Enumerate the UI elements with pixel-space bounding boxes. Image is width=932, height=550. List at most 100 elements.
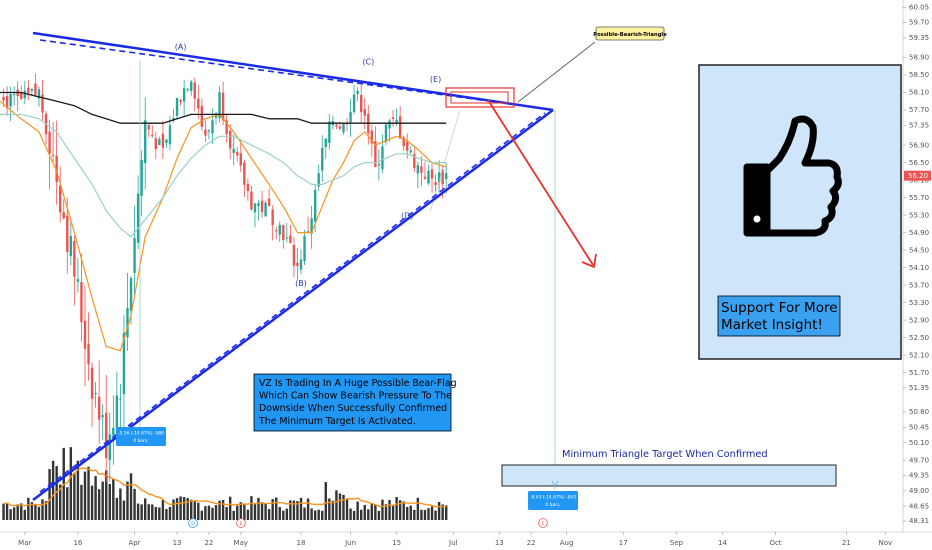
- candles-layer: [2, 73, 448, 483]
- candle: [158, 139, 161, 146]
- thumbs-up-icon: [743, 115, 842, 237]
- measure-left-text: -5.56 (-14.67%) -986: [118, 431, 164, 437]
- candle: [193, 82, 196, 99]
- volume-bar: [289, 500, 292, 520]
- volume-bar: [275, 497, 278, 520]
- y-tick-label: 48.31: [909, 517, 929, 525]
- target-arrow: [551, 480, 559, 487]
- volume-bar: [172, 499, 175, 520]
- y-tick-label: 53.70: [909, 281, 929, 289]
- description-line: Which Can Show Bearish Pressure To The: [259, 391, 452, 402]
- candle: [243, 162, 246, 185]
- candle: [12, 94, 16, 96]
- y-tick-label: 58.10: [909, 89, 929, 97]
- volume-bar: [434, 510, 437, 520]
- volume-bar: [37, 506, 41, 520]
- x-tick-label: 21: [842, 539, 851, 547]
- candle: [441, 169, 444, 185]
- y-tick-label: 54.90: [909, 229, 929, 237]
- volume-bar: [87, 466, 90, 520]
- y-tick-label: 52.10: [909, 351, 929, 359]
- volume-bar: [444, 505, 448, 520]
- volume-bar: [147, 504, 150, 520]
- moving-average-line: [0, 113, 447, 238]
- callout-box: [595, 26, 665, 41]
- candle: [69, 235, 73, 257]
- y-tick-label: 54.50: [909, 246, 929, 254]
- x-tick-label: Sep: [670, 539, 684, 547]
- time-marker-circle: [236, 518, 246, 528]
- volume-bar: [197, 502, 200, 520]
- wave-label: (B): [295, 279, 307, 288]
- volume-bar: [271, 499, 274, 520]
- volume-bar: [416, 497, 420, 520]
- y-tick-label: 50.10: [909, 439, 929, 447]
- volume-bar: [260, 502, 264, 520]
- candle: [313, 189, 317, 222]
- volume-bar: [363, 504, 366, 520]
- y-tick-label: 49.70: [909, 456, 929, 464]
- candle: [55, 155, 58, 183]
- volume-bar: [27, 497, 30, 520]
- target-label: Minimum Triangle Target When Confirmed: [562, 449, 768, 460]
- y-tick-label: 52.50: [909, 334, 929, 342]
- candle: [416, 165, 420, 174]
- y-tick-label: 50.45: [909, 424, 929, 432]
- time-marker-label: E: [240, 521, 243, 527]
- candle: [303, 235, 306, 262]
- labels-layer: (A) (B) (C) (D) (E) Possible-Bearish-Triangle…: [116, 26, 902, 528]
- x-tick-label: 14: [718, 539, 727, 547]
- volume-bar: [356, 501, 359, 520]
- target-box: [445, 87, 515, 108]
- x-tick-label: 15: [392, 539, 401, 547]
- volume-bar: [257, 497, 260, 520]
- candle: [73, 241, 76, 277]
- candle: [423, 176, 427, 179]
- volume-bar: [370, 503, 374, 520]
- volume-bar: [44, 501, 48, 520]
- candle: [136, 193, 140, 243]
- volume-bar: [90, 485, 94, 520]
- y-tick-label: 53.30: [909, 299, 929, 307]
- candle: [338, 126, 342, 129]
- minimum-target-box: [501, 464, 837, 487]
- volume-bar: [310, 508, 313, 520]
- candle: [278, 225, 281, 235]
- volume-bar: [221, 499, 225, 520]
- measure-right-text: -8.43 (-14.67%) -843: [530, 495, 576, 501]
- description-line: Downside When Successfully Confirmed: [259, 403, 447, 414]
- x-axis: Mar 16 Apr 13 22 May 18 Jun 15 Jul 13 22 Aug 17 Sep 14 O…: [0, 531, 932, 547]
- wave-label: (C): [362, 58, 374, 67]
- thumbs-up-icon-dot: [753, 215, 761, 223]
- candle: [165, 139, 168, 143]
- volume-bar: [165, 509, 168, 520]
- y-tick-label: 49.00: [909, 487, 929, 495]
- candle: [310, 218, 313, 234]
- volume-bar: [239, 502, 242, 520]
- candle: [9, 93, 12, 107]
- candle: [292, 244, 296, 266]
- moving-average-line: [0, 100, 447, 352]
- candle: [221, 92, 225, 121]
- volume-bar: [154, 507, 158, 520]
- volume-bar: [367, 509, 370, 520]
- candle: [328, 121, 331, 143]
- candle: [267, 198, 271, 207]
- description-line: The Minimum Target Is Activated.: [258, 416, 416, 427]
- volume-bar: [321, 510, 324, 520]
- y-tick-label: 49.35: [909, 472, 929, 480]
- volume-bar: [391, 505, 395, 520]
- volume-bar: [168, 506, 172, 520]
- volume-bar: [243, 504, 246, 520]
- volume-bar: [236, 505, 239, 520]
- x-tick-label: 22: [527, 539, 536, 547]
- y-tick-label: 51.35: [909, 384, 929, 392]
- volume-bar: [374, 504, 377, 520]
- volume-bar: [299, 497, 303, 520]
- candle: [190, 81, 193, 92]
- candle: [175, 97, 179, 116]
- candle: [5, 96, 9, 109]
- volume-bar: [136, 503, 140, 520]
- candle: [147, 124, 150, 130]
- volume-bar: [377, 510, 381, 520]
